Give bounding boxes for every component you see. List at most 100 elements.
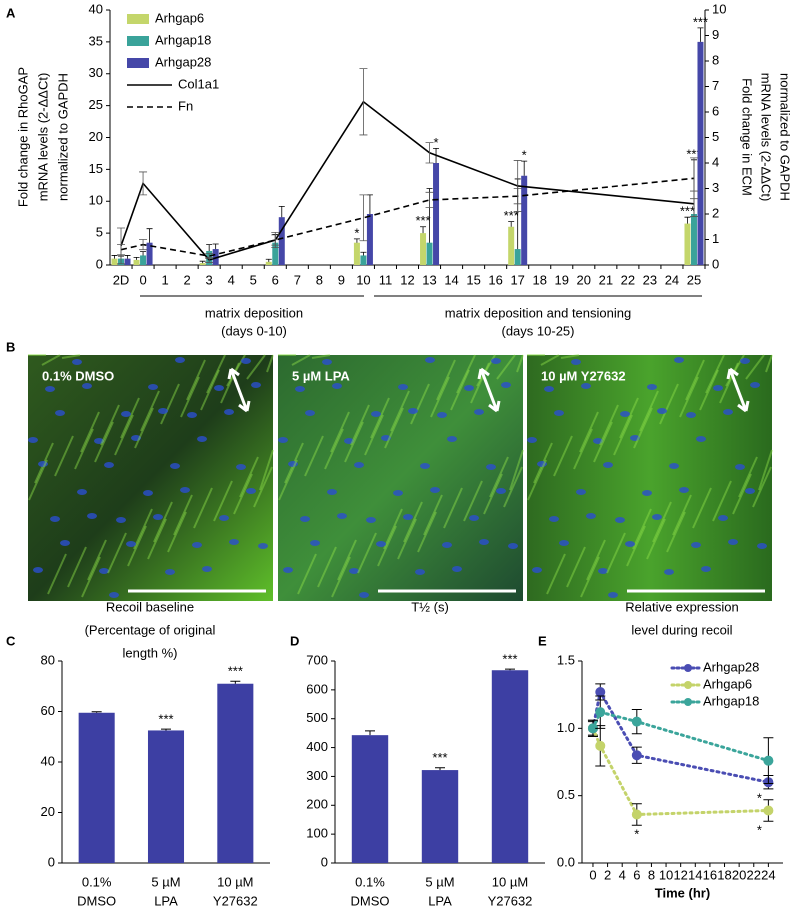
nucleus [381,435,391,441]
bar [133,259,140,265]
fibre [685,359,705,401]
error-bar [359,194,368,242]
orientation-arrow [726,367,750,413]
nucleus [322,359,332,365]
bar [212,249,219,265]
bar [360,255,367,265]
fibre [619,397,639,439]
fibre [140,390,160,432]
fibre [384,407,404,449]
significance: * [634,827,639,842]
fibre [593,421,613,463]
x-tick-label: DMSO [77,893,116,908]
nucleus [219,515,229,521]
fibre [344,421,364,463]
y-tick-label: 700 [306,652,328,667]
nucleus [425,357,435,363]
nucleus [72,359,82,365]
x-tick-label: 8 [316,272,323,287]
fibre [167,511,187,553]
error-bar [146,228,153,243]
nucleus [532,567,542,573]
fibre [579,411,599,453]
group-label: (days 10-25) [502,323,575,338]
fibre [599,404,619,446]
fibre [613,414,633,456]
nucleus [447,436,457,442]
fibre [456,354,476,394]
nucleus [403,514,413,520]
nucleus [408,408,418,414]
bar [508,226,515,265]
fibre [463,480,483,522]
fibre [527,459,547,501]
fibre [74,428,94,470]
fibre [633,407,653,449]
fibre [546,553,566,595]
fibre [67,546,87,588]
fibre [553,435,573,477]
nucleus [686,412,696,418]
y2-tick-label: 1 [712,231,719,246]
x-tick-label: 20 [577,272,591,287]
fibre [364,414,384,456]
fibre [483,473,503,515]
y-axis-label: normalized to GAPDH [55,73,70,201]
micrograph-image [527,355,772,601]
nucleus [486,464,496,470]
micrograph-label: 5 µM LPA [292,368,350,383]
significance: *** [228,664,243,679]
x-tick-label: 18 [717,867,731,882]
x-tick-label: 13 [422,272,436,287]
nucleus [305,410,315,416]
nucleus [131,435,141,441]
nucleus [713,385,723,391]
nucleus [187,412,197,418]
error-bar [521,160,528,176]
fibre [652,501,672,543]
nucleus [288,461,298,467]
nucleus [214,385,224,391]
x-tick-label: 19 [555,272,569,287]
nucleus [652,514,662,520]
x-tick-label: 7 [294,272,301,287]
fibre [220,362,240,404]
nucleus [344,438,354,444]
fibre [337,539,357,581]
y2-tick-label: 0 [712,256,719,271]
nucleus [258,543,268,549]
y2-tick-label: 6 [712,103,719,118]
fibre [200,369,220,411]
nucleus [393,490,403,496]
nucleus [669,463,679,469]
fibre [410,383,430,425]
fibre [632,508,652,550]
nucleus [620,411,630,417]
fibre [443,487,463,529]
fibre [193,487,213,529]
error-bar [366,194,373,214]
fibre [107,532,127,574]
significance: *** [504,208,519,223]
significance: *** [502,652,517,667]
nucleus [603,462,613,468]
fibre [659,383,679,425]
nucleus [701,566,711,572]
nucleus [630,435,640,441]
x-tick-label: 15 [466,272,480,287]
error-bar [124,255,131,259]
x-tick-label: LPA [428,893,452,908]
error-bar [206,244,213,251]
error-bar [359,68,368,136]
line-series [120,177,695,257]
bar [278,217,285,265]
x-tick-label: 12 [400,272,414,287]
error-bar [139,171,148,196]
legend-label: Arhgap18 [155,32,211,47]
bar [272,242,279,265]
nucleus [229,539,239,545]
fibre [317,546,337,588]
fibre [586,539,606,581]
nucleus [571,359,581,365]
